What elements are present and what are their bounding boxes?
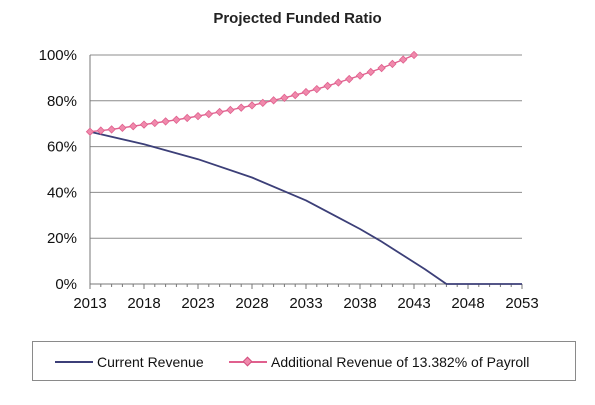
series-layer (85, 50, 522, 285)
series-1-point-2038 (355, 71, 365, 80)
y-tick-label-80: 80% (47, 93, 77, 110)
legend-item-additional-revenue: Additional Revenue of 13.382% of Payroll (229, 352, 529, 372)
series-1-point-2028 (247, 101, 257, 110)
series-1-point-2035 (323, 81, 332, 91)
series-1-point-2030 (269, 96, 278, 105)
series-1-point-2013 (85, 127, 95, 136)
x-tick-label-2033: 2033 (289, 295, 322, 312)
x-tick-label-2053: 2053 (505, 295, 538, 312)
series-1-point-2036 (334, 78, 343, 87)
series-1-point-2025 (215, 107, 224, 117)
chart-title: Projected Funded Ratio (213, 10, 382, 27)
series-1-point-2031 (280, 93, 289, 102)
series-1-point-2040 (377, 63, 386, 73)
grid-lines (90, 54, 522, 239)
y-tick-label-40: 40% (47, 184, 77, 201)
legend-swatch-additional-revenue (229, 352, 267, 372)
series-1-point-2033 (301, 87, 311, 97)
y-tick-label-60: 60% (47, 139, 77, 156)
legend-line-current-revenue (55, 361, 93, 363)
series-1-point-2019 (150, 118, 159, 128)
y-tick-label-20: 20% (47, 230, 77, 247)
x-tick-label-2018: 2018 (127, 295, 160, 312)
series-line-0 (89, 130, 522, 285)
y-tick-label-0: 0% (55, 276, 77, 293)
legend-label-additional-revenue: Additional Revenue of 13.382% of Payroll (271, 354, 530, 370)
series-1-point-2043 (409, 50, 419, 60)
series-1-point-2020 (161, 117, 170, 126)
series-1-point-2015 (107, 125, 116, 134)
x-tick-label-2048: 2048 (451, 295, 484, 312)
series-1-point-2034 (312, 84, 321, 94)
series-1-point-2041 (388, 59, 397, 69)
x-tick-label-2013: 2013 (73, 295, 106, 312)
series-1-point-2026 (226, 105, 235, 115)
x-tick-label-2028: 2028 (235, 295, 268, 312)
series-1-point-2022 (183, 113, 192, 123)
series-1-point-2023 (193, 111, 203, 121)
legend: Current Revenue Additional Revenue of 13… (32, 341, 576, 381)
legend-diamond-marker (242, 356, 253, 367)
series-1-point-2027 (237, 103, 246, 112)
series-1-point-2039 (366, 67, 375, 77)
series-1-point-2016 (118, 123, 127, 132)
series-1-point-2021 (172, 115, 181, 124)
series-1-point-2029 (258, 98, 267, 108)
x-tick-label-2043: 2043 (397, 295, 430, 312)
series-1-point-2042 (399, 55, 408, 64)
legend-swatch-current-revenue (55, 352, 93, 372)
series-1-point-2014 (96, 126, 105, 135)
series-1-point-2037 (345, 74, 354, 84)
y-tick-label-100: 100% (39, 47, 77, 64)
series-line-1 (89, 54, 415, 133)
chart-plot: 0% 20% 40% 60% 80% 100% 2013 2018 2023 2028 2033 20… (39, 47, 539, 312)
series-1-point-2017 (129, 122, 138, 131)
series-1-point-2018 (139, 120, 149, 129)
legend-label-current-revenue: Current Revenue (97, 354, 204, 370)
series-1-point-2024 (204, 109, 213, 119)
tick-labels: 0% 20% 40% 60% 80% 100% 2013 2018 2023 2028 2033 20… (39, 47, 539, 312)
legend-item-current-revenue: Current Revenue (55, 352, 204, 372)
x-tick-label-2023: 2023 (181, 295, 214, 312)
series-1-point-2032 (291, 90, 300, 100)
x-tick-label-2038: 2038 (343, 295, 376, 312)
